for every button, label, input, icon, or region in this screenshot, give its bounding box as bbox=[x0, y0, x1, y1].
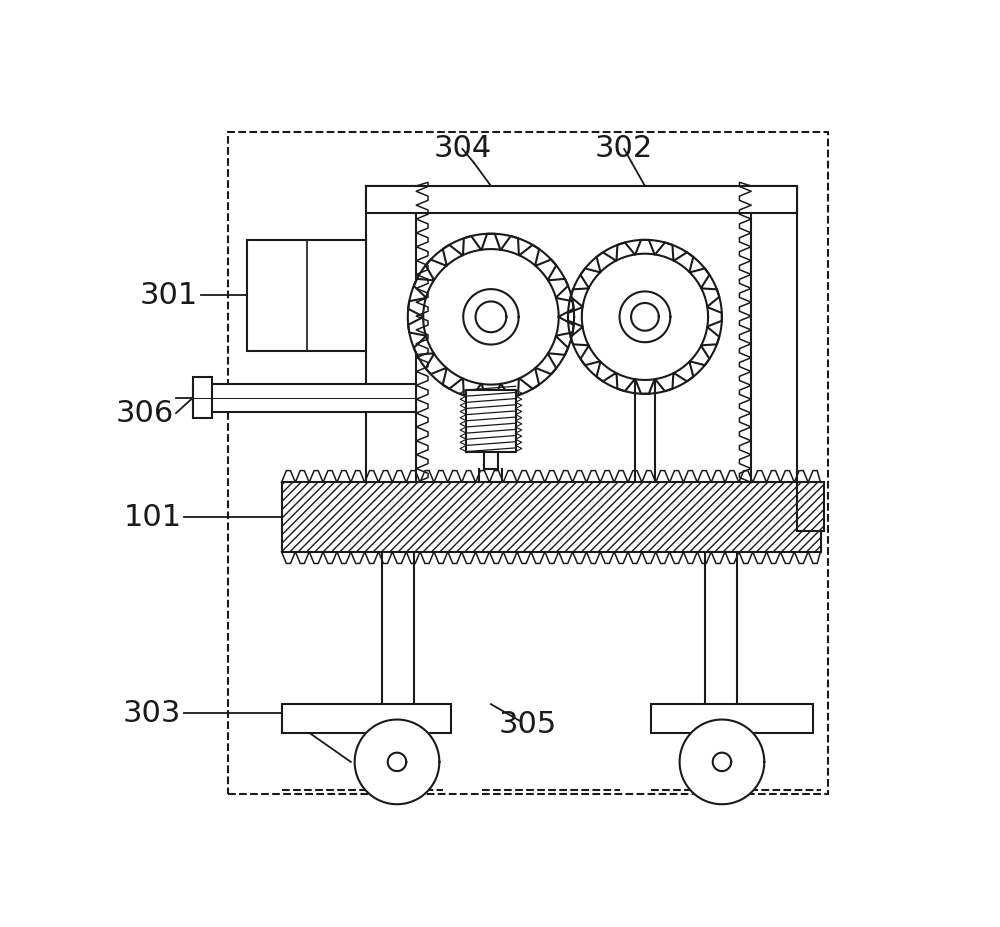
Bar bbox=[797, 482, 824, 531]
Bar bbox=[228, 132, 828, 794]
Polygon shape bbox=[355, 719, 439, 805]
Polygon shape bbox=[388, 753, 406, 771]
Bar bbox=[382, 552, 414, 705]
Text: 302: 302 bbox=[595, 134, 653, 163]
Text: 303: 303 bbox=[123, 699, 181, 728]
Bar bbox=[705, 552, 737, 705]
Bar bbox=[484, 451, 498, 468]
Polygon shape bbox=[713, 753, 731, 771]
Text: 305: 305 bbox=[499, 710, 557, 740]
Bar bbox=[247, 240, 366, 351]
Bar bbox=[193, 377, 212, 418]
Bar bbox=[751, 186, 797, 482]
Text: 301: 301 bbox=[140, 281, 198, 310]
Bar bbox=[282, 705, 451, 732]
Text: 304: 304 bbox=[433, 134, 492, 163]
Text: 306: 306 bbox=[115, 399, 174, 427]
Polygon shape bbox=[466, 390, 516, 451]
Bar bbox=[366, 186, 416, 482]
Bar bbox=[193, 384, 416, 412]
Polygon shape bbox=[680, 719, 764, 805]
Bar bbox=[282, 482, 821, 552]
Bar bbox=[366, 186, 797, 213]
Polygon shape bbox=[568, 240, 722, 394]
Text: 101: 101 bbox=[123, 502, 181, 531]
Bar bbox=[797, 482, 824, 531]
Polygon shape bbox=[408, 234, 574, 400]
Bar bbox=[651, 705, 813, 732]
Bar bbox=[282, 482, 821, 552]
